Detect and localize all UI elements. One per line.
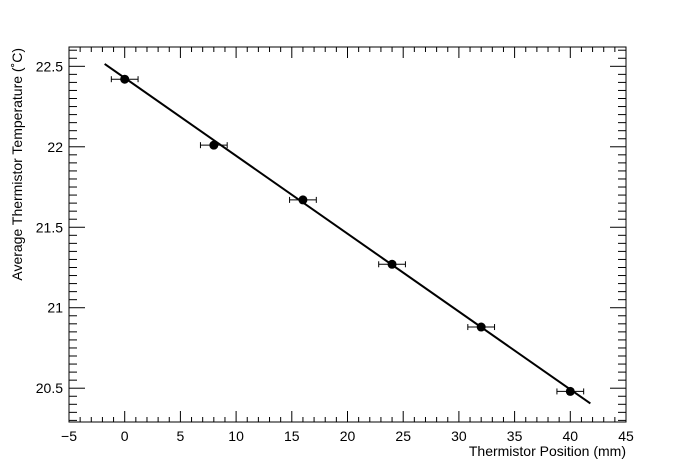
y-tick-label: 21 bbox=[47, 300, 63, 316]
y-tick-label: 21.5 bbox=[36, 219, 63, 235]
y-axis-tick-labels: 20.5 21 21.5 22 22.5 bbox=[36, 58, 63, 396]
data-point bbox=[209, 140, 219, 150]
data-point bbox=[387, 259, 397, 269]
x-tick-label: 45 bbox=[618, 428, 634, 444]
y-tick-label: 22.5 bbox=[36, 58, 63, 74]
data-point bbox=[476, 322, 486, 332]
x-tick-label: 35 bbox=[507, 428, 523, 444]
y-tick-label: 20.5 bbox=[36, 380, 63, 396]
x-tick-label: −5 bbox=[61, 428, 77, 444]
y-axis-ticks bbox=[69, 49, 626, 421]
data-point bbox=[565, 386, 575, 396]
x-axis-title: Thermistor Position (mm) bbox=[469, 443, 626, 459]
x-tick-label: 25 bbox=[395, 428, 411, 444]
x-tick-label: 30 bbox=[451, 428, 467, 444]
x-tick-label: 0 bbox=[121, 428, 129, 444]
x-tick-label: 10 bbox=[228, 428, 244, 444]
fit-line bbox=[104, 63, 591, 405]
x-axis-tick-labels: −5 0 5 10 15 20 25 30 35 40 45 bbox=[61, 428, 634, 444]
x-axis-ticks bbox=[68, 47, 627, 422]
x-tick-label: 40 bbox=[563, 428, 579, 444]
data-point bbox=[298, 195, 308, 205]
x-tick-label: 5 bbox=[177, 428, 185, 444]
data-point bbox=[120, 74, 130, 84]
x-tick-label: 20 bbox=[340, 428, 356, 444]
fit-line-group bbox=[104, 63, 591, 405]
data-points-group bbox=[110, 74, 585, 396]
x-tick-label: 15 bbox=[284, 428, 300, 444]
y-tick-label: 22 bbox=[47, 139, 63, 155]
y-axis-title: Average Thermistor Temperature (˚C) bbox=[9, 48, 25, 281]
